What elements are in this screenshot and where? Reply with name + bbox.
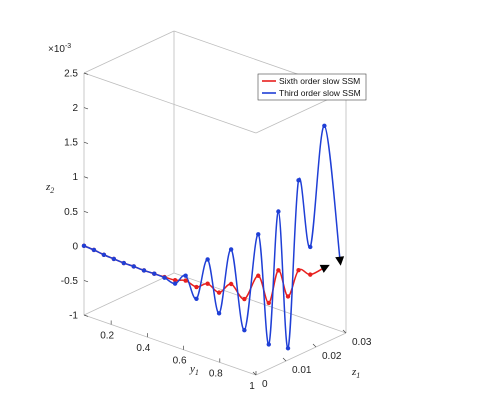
z2-tick-label: 2	[72, 103, 78, 114]
data-point	[131, 264, 136, 269]
z1-tick	[342, 329, 347, 334]
series-line-1	[83, 125, 341, 350]
data-point	[242, 327, 247, 333]
data-point	[141, 268, 147, 273]
legend-label-third: Third order slow SSM	[279, 88, 361, 98]
y1-tick-label: 0.8	[209, 368, 223, 379]
box-edge	[83, 72, 257, 134]
z1-tick	[312, 343, 317, 348]
z2-tick-label: 2.5	[64, 69, 78, 80]
data-point	[256, 232, 261, 237]
box-edge	[83, 272, 175, 316]
y1-axis-label: y1	[189, 363, 199, 377]
data-point	[242, 296, 247, 302]
data-point	[266, 300, 271, 306]
data-point	[266, 342, 271, 347]
z1-tick	[282, 357, 287, 362]
z2-tick	[83, 314, 89, 317]
data-point	[296, 268, 301, 273]
exponent-label: ×10-3	[48, 43, 71, 55]
axes-box	[83, 30, 347, 376]
y1-tick-label: 0.2	[100, 330, 114, 341]
data-point	[216, 290, 222, 295]
data-point	[285, 294, 291, 299]
z2-tick	[83, 280, 89, 283]
data-point	[276, 268, 281, 273]
data-point	[172, 281, 178, 286]
data-point	[205, 257, 210, 262]
data-point	[194, 296, 199, 301]
data-point	[228, 247, 234, 252]
data-point	[216, 311, 222, 316]
data-point	[172, 277, 178, 283]
z2-tick-label: 0.5	[64, 207, 78, 218]
box-edge	[83, 30, 175, 74]
data-point	[183, 273, 188, 278]
z2-tick	[83, 210, 89, 214]
data-point	[308, 272, 313, 277]
direction-arrow	[319, 264, 330, 273]
data-point	[81, 243, 87, 249]
z1-tick	[252, 371, 257, 376]
z1-axis-label: z1	[351, 366, 360, 380]
z2-tick-label: 1	[72, 172, 78, 183]
data-point	[322, 123, 327, 128]
data-point	[276, 209, 281, 214]
z1-tick-label: 0.03	[352, 337, 372, 348]
legend-box	[257, 73, 367, 101]
data-point	[285, 346, 291, 351]
z1-tick-label: 0	[262, 379, 268, 390]
tick-labels: -1-0.500.511.522.50.20.40.60.81 00.010.02…	[61, 69, 372, 393]
series-markers	[81, 123, 345, 351]
z2-tick	[83, 72, 89, 75]
data-point	[205, 281, 210, 286]
data-point	[152, 271, 157, 276]
z2-tick-label: -1	[69, 311, 78, 322]
data-point	[91, 247, 97, 253]
z2-tick	[83, 176, 89, 179]
data-point	[183, 278, 188, 283]
z2-tick-label: 0	[72, 241, 78, 252]
data-point	[194, 284, 199, 290]
z2-tick	[83, 141, 89, 144]
legend-label-sixth: Sixth order slow SSM	[279, 76, 360, 86]
box-edge	[83, 314, 257, 376]
data-point	[256, 273, 261, 278]
z2-axis-label: z2	[45, 181, 54, 195]
legend: Sixth order slow SSM Third order slow SS…	[257, 73, 367, 101]
z2-tick-label: -0.5	[61, 276, 79, 287]
data-point	[101, 252, 107, 257]
data-point	[121, 260, 127, 266]
box-edge	[173, 272, 347, 334]
data-point	[162, 275, 167, 280]
data-point	[308, 244, 313, 250]
y1-tick-label: 0.6	[173, 356, 187, 367]
z1-tick-label: 0.01	[292, 365, 312, 376]
data-point	[111, 256, 117, 262]
y1-tick-label: 1	[249, 381, 255, 392]
direction-arrow	[335, 256, 345, 266]
series-lines	[83, 125, 341, 350]
z2-tick	[83, 107, 89, 110]
z1-tick-label: 0.02	[322, 351, 342, 362]
y1-tick-label: 0.4	[136, 343, 150, 354]
data-point	[296, 178, 301, 183]
box-edge	[255, 332, 347, 376]
z2-tick-label: 1.5	[64, 138, 78, 149]
data-point	[228, 281, 234, 287]
